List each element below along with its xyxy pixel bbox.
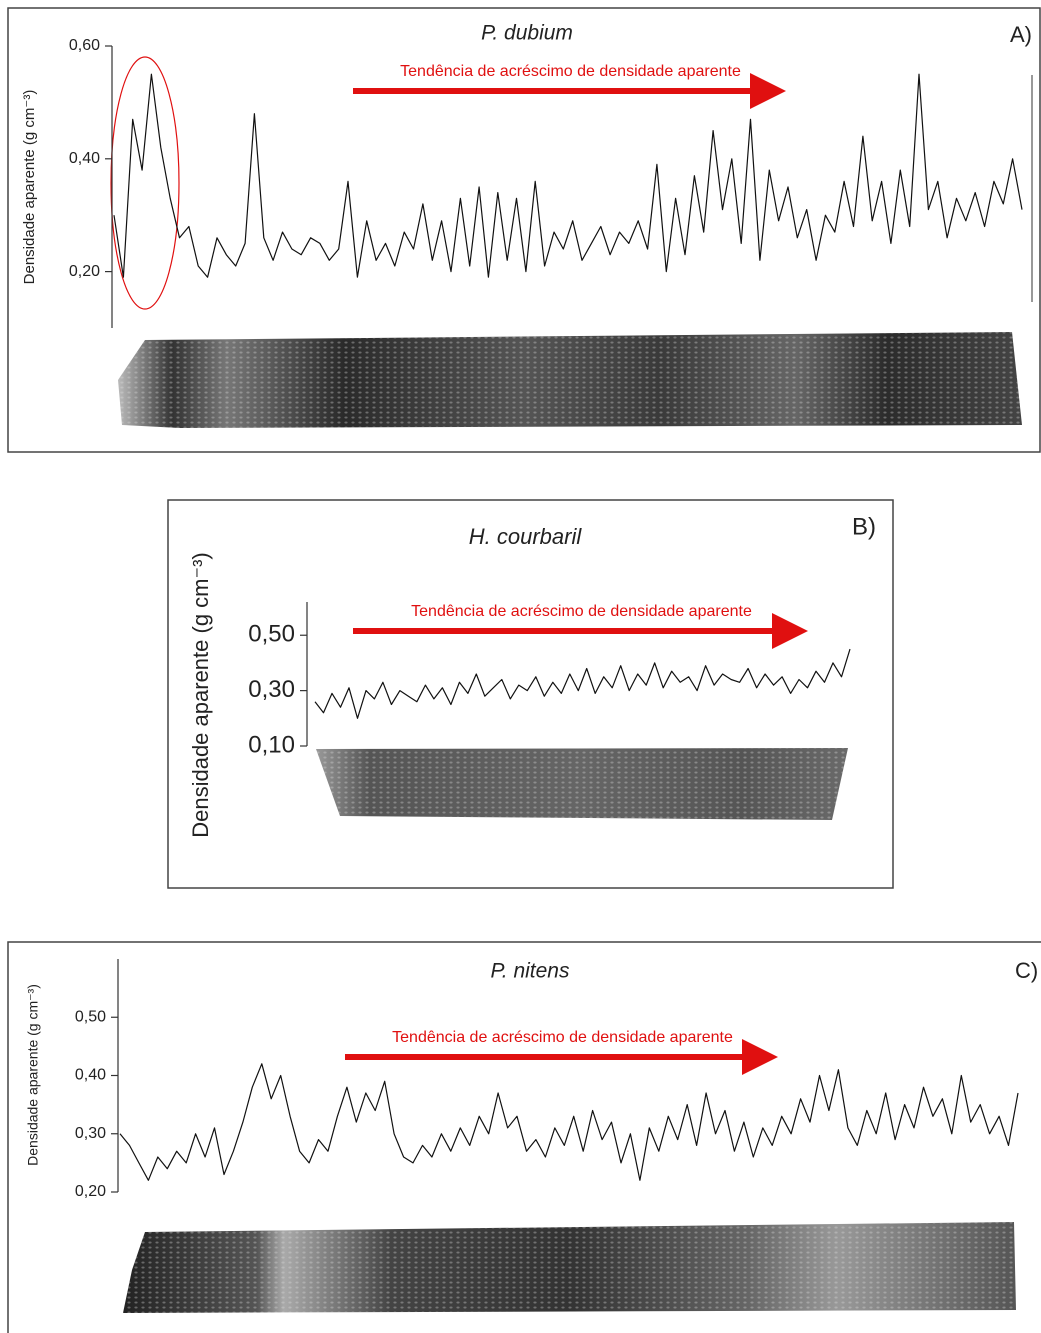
density-line: [113, 73, 1023, 278]
y-tick-label: 0,50: [248, 621, 295, 648]
wood-sample: [123, 1222, 1016, 1313]
chart-title: P. dubium: [481, 22, 573, 45]
y-axis-label: Densidade aparente (g cm⁻³): [21, 90, 38, 285]
wood-sample: [118, 332, 1022, 428]
panel-frame: [7, 941, 1041, 1333]
panel-label: C): [1015, 958, 1038, 983]
y-axis-label: Densidade aparente (g cm⁻³): [188, 552, 213, 838]
y-tick-label: 0,20: [75, 1183, 106, 1200]
y-tick-label: 0,30: [248, 676, 295, 703]
y-tick-label: 0,60: [69, 37, 100, 54]
y-tick-label: 0,30: [75, 1125, 106, 1142]
panel-frame: [167, 499, 894, 889]
chart-title: P. nitens: [490, 960, 570, 983]
y-tick-label: 0,20: [69, 263, 100, 280]
highlight-ellipse: [110, 56, 180, 310]
annotation: Tendência de acréscimo de densidade apar…: [392, 1029, 733, 1046]
panel-label: A): [1010, 22, 1032, 47]
y-tick-label: 0,10: [248, 731, 295, 758]
annotation: Tendência de acréscimo de densidade apar…: [411, 603, 752, 620]
wood-sample: [316, 748, 848, 820]
annotation: Tendência de acréscimo de densidade apar…: [400, 63, 741, 80]
y-tick-label: 0,40: [69, 150, 100, 167]
chart-title: H. courbaril: [469, 524, 583, 549]
panel-frame: [7, 7, 1041, 453]
y-axis-label: Densidade aparente (g cm⁻³): [25, 984, 41, 1166]
y-tick-label: 0,50: [75, 1008, 106, 1025]
density-line: [119, 1063, 1019, 1181]
y-tick-label: 0,40: [75, 1067, 106, 1084]
density-line: [314, 648, 851, 719]
panel-label: B): [852, 513, 876, 540]
